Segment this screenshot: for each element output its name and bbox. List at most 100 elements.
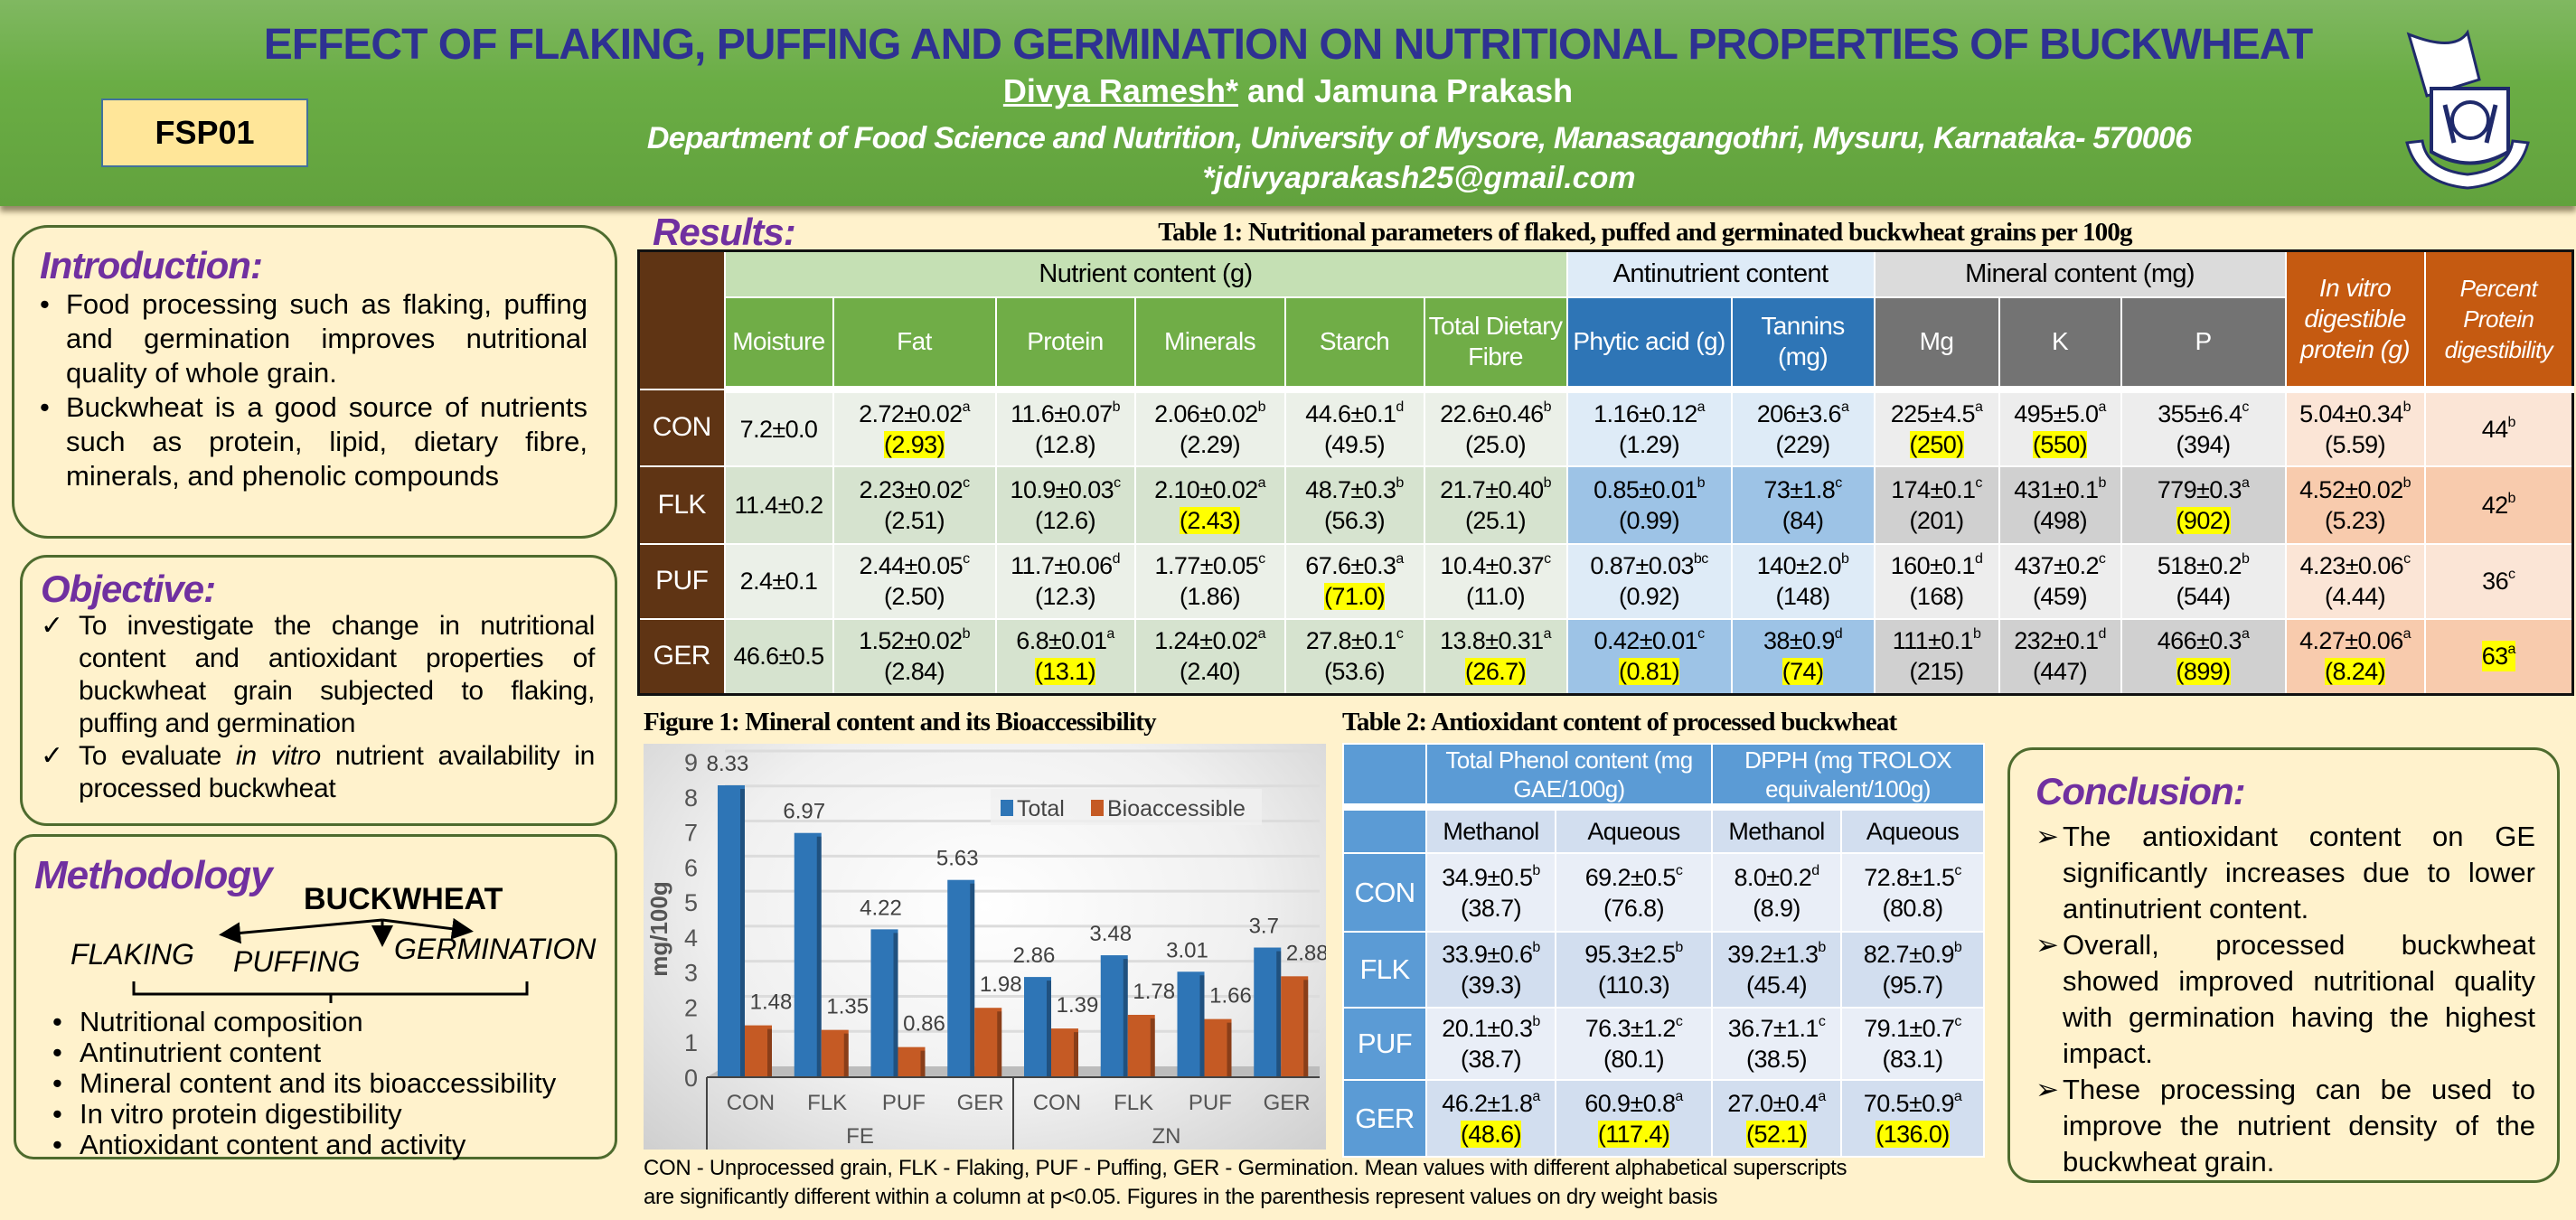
dry-weight-value: 48.6 — [1427, 1119, 1555, 1150]
university-logo-icon — [2405, 29, 2530, 190]
dry-weight-number: 229 — [1775, 431, 1829, 458]
flow-branch: GERMINATION — [394, 933, 597, 965]
arrow-bullet-icon: ➢ — [2035, 821, 2059, 852]
cell-value: 10.4±0.37c — [1425, 550, 1566, 581]
y-tick-label: 2 — [684, 994, 698, 1021]
cell-value: 22.6±0.46b — [1425, 399, 1566, 429]
method-item: In vitro protein digestibility — [52, 1099, 556, 1131]
data-cell: 69.2±0.5c76.8 — [1554, 852, 1714, 933]
mean-value: 21.7±0.40 — [1440, 475, 1544, 503]
mean-value: 1.16±0.12 — [1594, 399, 1697, 427]
data-cell: 160±0.1d168 — [1873, 542, 2000, 620]
x-tick-label: FLK — [807, 1091, 847, 1115]
dry-weight-value: 76.8 — [1556, 893, 1711, 924]
cell-value: 1.77±0.05c — [1136, 550, 1284, 581]
dry-weight-number: 0.92 — [1619, 583, 1679, 610]
data-cell: 10.9±0.03c12.6 — [994, 465, 1136, 545]
cell-value: 10.9±0.03c — [997, 474, 1134, 505]
dry-weight-number: 56.3 — [1324, 507, 1385, 534]
mean-value: 38±0.9 — [1763, 627, 1835, 655]
mean-value: 431±0.1 — [2014, 475, 2099, 503]
dry-weight-value: 53.6 — [1286, 656, 1424, 687]
data-cell: 4.23±0.06c4.44 — [2284, 542, 2426, 620]
mean-value: 232±0.1 — [2014, 627, 2099, 655]
mean-value: 27.8±0.1 — [1305, 627, 1397, 655]
superscript: b — [1818, 940, 1826, 955]
bar-side — [1276, 951, 1282, 1077]
data-cell: 0.87±0.03bc0.92 — [1565, 542, 1733, 620]
dry-weight-value: 38.5 — [1713, 1044, 1840, 1075]
mean-value: 73±1.8 — [1763, 475, 1836, 503]
cell-value: 2.44±0.05c — [834, 550, 995, 581]
data-cell: 39.2±1.3b45.4 — [1711, 931, 1843, 1009]
mean-value: 4.27±0.06 — [2299, 627, 2403, 655]
superscript: b — [2241, 551, 2250, 567]
dry-weight-number: 38.5 — [1746, 1046, 1807, 1073]
data-cell: 8.0±0.2d8.9 — [1711, 852, 1843, 933]
data-cell: 0.42±0.01c0.81 — [1565, 617, 1733, 696]
mean-value: 160±0.1 — [1890, 552, 1976, 579]
dry-weight-number: 215 — [1910, 658, 1964, 685]
mean-value: 36 — [2482, 568, 2508, 595]
superscript: b — [1675, 940, 1683, 955]
table-row: PUF2.4±0.12.44±0.05c2.5011.7±0.06d12.31.… — [637, 542, 2574, 620]
cell-value: 4.52±0.02b — [2287, 474, 2424, 505]
flow-bracket-icon — [132, 981, 529, 1003]
bar-total — [870, 929, 898, 1077]
superscript: a — [1543, 626, 1552, 643]
methodology-panel: Methodology BUCKWHEAT FLAKING PUFFING GE… — [14, 834, 617, 1160]
cell-value: 111±0.1b — [1876, 625, 1998, 656]
dry-weight-number: 8.24 — [2325, 658, 2386, 686]
ivpd-header: In vitro digestible protein (g) — [2284, 249, 2426, 393]
column-header: P — [2120, 296, 2287, 393]
data-cell: 518±0.2b544 — [2120, 542, 2287, 620]
cell-value: 72.8±1.5c — [1842, 862, 1983, 893]
superscript: c — [963, 474, 970, 491]
bar-bioaccessible — [821, 1029, 849, 1077]
methodology-title: Methodology — [34, 853, 273, 897]
dry-weight-value: 1.29 — [1568, 429, 1731, 460]
y-tick-label: 5 — [684, 889, 698, 916]
data-cell: 73±1.8c84 — [1730, 465, 1876, 545]
dry-weight-value: 38.7 — [1427, 1044, 1555, 1075]
dry-weight-number: 201 — [1910, 507, 1964, 534]
superscript: b — [1840, 551, 1849, 567]
y-tick-label: 3 — [684, 960, 698, 987]
x-tick-label: CON — [1033, 1091, 1081, 1115]
data-cell: 21.7±0.40b25.1 — [1423, 465, 1568, 545]
email[interactable]: *jdivyaprakash25@gmail.com — [1202, 161, 1636, 195]
conclusion-item: ➢ Overall, processed buckwheat showed imp… — [2035, 927, 2535, 1072]
superscript: b — [1543, 399, 1552, 415]
dry-weight-value: 0.81 — [1568, 656, 1731, 687]
superscript: a — [2507, 642, 2516, 658]
cell-value: 11.6±0.07b — [997, 399, 1134, 429]
mean-value: 225±4.5 — [1890, 399, 1976, 427]
cell-value: 160±0.1d — [1876, 550, 1998, 581]
legend-swatch — [1091, 800, 1104, 816]
data-cell: 95.3±2.5b110.3 — [1554, 931, 1714, 1009]
mean-value: 69.2±0.5 — [1584, 863, 1677, 891]
superscript: b — [2402, 399, 2411, 415]
mean-value: 46.6±0.5 — [733, 643, 824, 671]
conclusion-title: Conclusion: — [2035, 770, 2246, 812]
data-label: 4.22 — [860, 896, 902, 920]
data-cell: 495±5.0a550 — [1998, 388, 2122, 467]
mean-value: 10.4±0.37 — [1440, 552, 1545, 579]
arrow-bullet-icon: ➢ — [2035, 929, 2059, 961]
dry-weight-number: 168 — [1910, 583, 1964, 610]
conclusion-text: These processing can be used to improve … — [2063, 1074, 2535, 1178]
superscript: a — [1974, 399, 1983, 415]
y-tick-label: 7 — [684, 820, 698, 847]
cell-value: 20.1±0.3b — [1427, 1013, 1555, 1044]
data-cell: 140±2.0b148 — [1730, 542, 1876, 620]
column-header: K — [1998, 296, 2122, 393]
bar-side — [767, 1028, 772, 1077]
mean-value: 36.7±1.1 — [1727, 1015, 1819, 1042]
column-header: Aqueous — [1554, 806, 1714, 854]
superscript: b — [2507, 414, 2516, 430]
mean-value: 79.1±0.7 — [1864, 1015, 1955, 1042]
bar-side — [1303, 980, 1309, 1077]
dry-weight-value: 25.1 — [1425, 505, 1566, 536]
chart-floor — [707, 1066, 1320, 1077]
check-icon: ✓ — [41, 611, 63, 641]
